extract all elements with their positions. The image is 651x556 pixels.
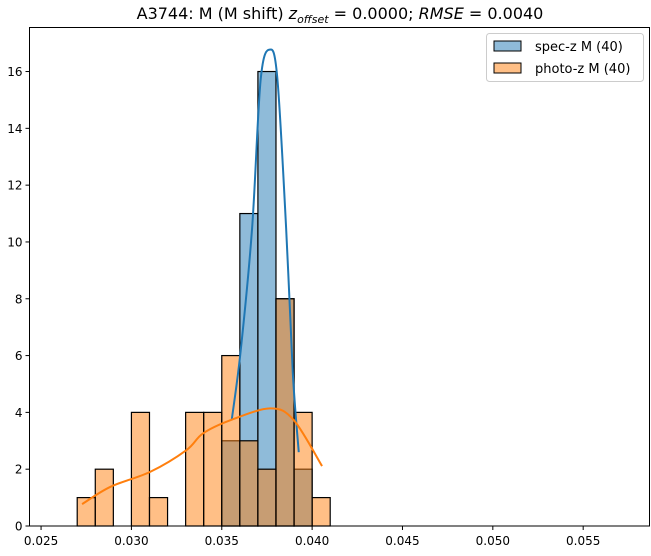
histogram-bars <box>76 70 331 527</box>
kde-line-spec-z <box>230 48 300 453</box>
x-tick-label: 0.045 <box>385 534 419 548</box>
y-tick-label: 10 <box>7 235 22 249</box>
kde-curves <box>81 48 323 505</box>
x-tick-label: 0.035 <box>205 534 239 548</box>
y-tick-label: 2 <box>15 463 23 477</box>
x-axis: 0.025 0.030 0.035 0.040 0.045 0.050 0.055 <box>24 526 600 548</box>
bar-photo-z <box>239 440 259 527</box>
legend-swatch-spec-z <box>493 40 522 52</box>
y-tick-label: 14 <box>7 122 22 136</box>
legend: spec-z M (40) photo-z M (40) <box>486 33 644 82</box>
legend-label-spec-z: spec-z M (40) <box>535 40 623 55</box>
y-tick-label: 0 <box>15 520 23 534</box>
bar-photo-z <box>257 468 277 527</box>
chart-title: A3744: M (M shift) zoffset = 0.0000; RMS… <box>137 4 544 26</box>
x-tick-label: 0.030 <box>114 534 148 548</box>
x-tick-label: 0.025 <box>24 534 58 548</box>
plot-frame <box>29 27 650 527</box>
x-tick-label: 0.055 <box>566 534 600 548</box>
legend-box <box>486 33 644 82</box>
bar-photo-z <box>203 411 223 527</box>
y-tick-label: 16 <box>7 65 22 79</box>
y-tick-label: 4 <box>15 406 23 420</box>
bar-spec-z <box>257 70 277 527</box>
bar-photo-z <box>311 496 331 527</box>
x-tick-label: 0.050 <box>476 534 510 548</box>
kde-line-photo-z <box>81 407 323 505</box>
legend-label-photo-z: photo-z M (40) <box>535 62 630 77</box>
bar-photo-z <box>148 496 169 527</box>
x-tick-label: 0.040 <box>295 534 329 548</box>
bar-photo-z <box>185 411 205 527</box>
legend-swatch-photo-z <box>493 62 522 74</box>
y-tick-label: 8 <box>15 292 23 306</box>
bar-photo-z <box>130 411 151 527</box>
y-tick-label: 12 <box>7 179 22 193</box>
y-tick-label: 6 <box>15 349 23 363</box>
y-axis: 0 2 4 6 8 10 12 14 16 <box>7 65 30 534</box>
bar-photo-z <box>94 468 114 527</box>
